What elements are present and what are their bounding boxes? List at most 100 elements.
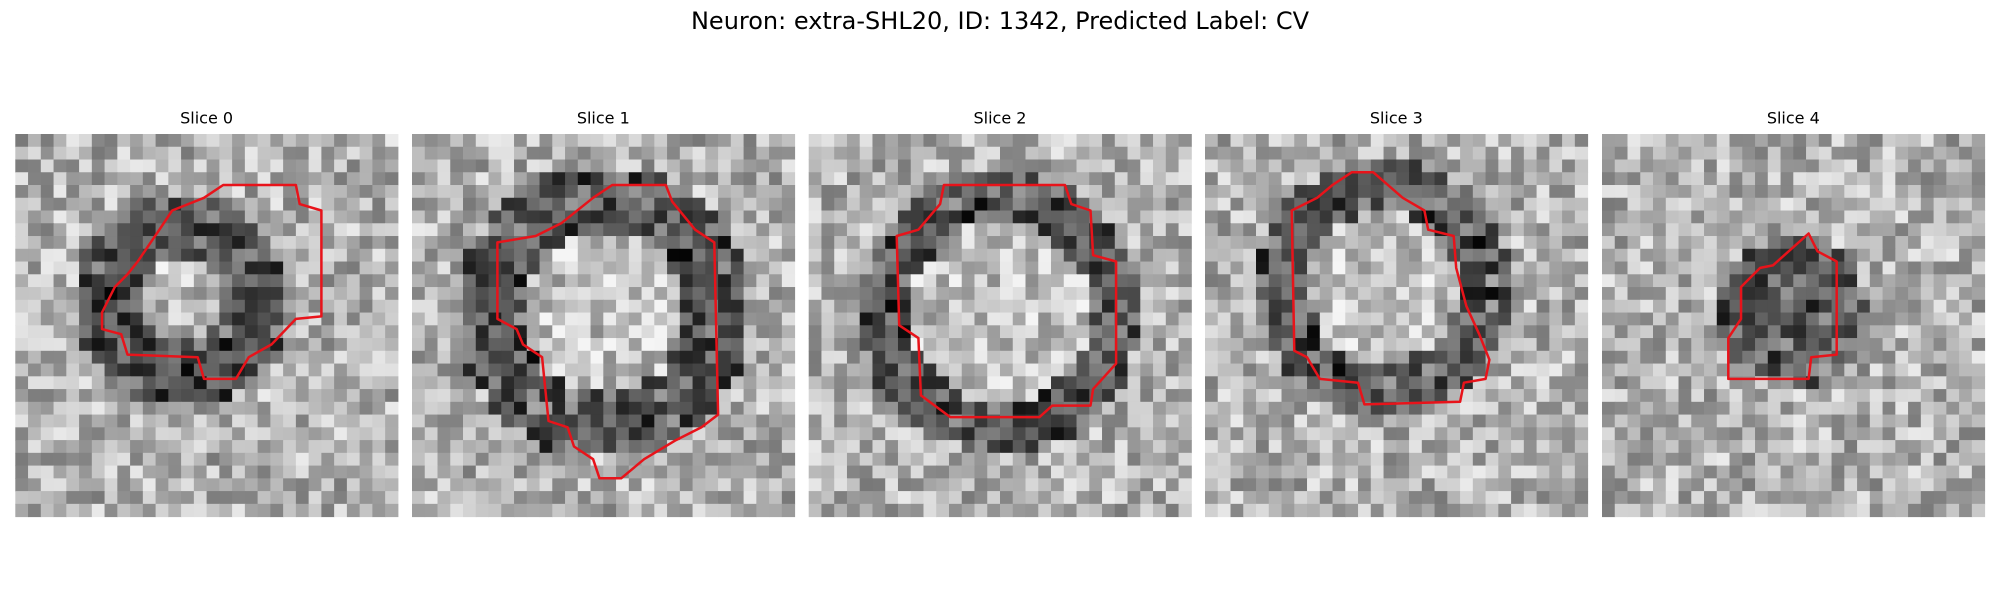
pixel bbox=[1205, 197, 1219, 212]
pixel bbox=[885, 427, 899, 441]
pixel bbox=[948, 465, 963, 479]
pixel bbox=[987, 452, 1001, 467]
pixel bbox=[654, 350, 668, 365]
pixel bbox=[1895, 172, 1909, 186]
pixel bbox=[590, 363, 604, 377]
pixel bbox=[385, 478, 399, 492]
pixel bbox=[1882, 172, 1896, 186]
pixel bbox=[1755, 287, 1769, 301]
pixel bbox=[1908, 159, 1922, 173]
pixel bbox=[1971, 236, 1986, 250]
pixel bbox=[846, 274, 861, 288]
pixel bbox=[987, 223, 1001, 237]
pixel bbox=[1307, 261, 1321, 275]
pixel bbox=[1614, 274, 1628, 288]
pixel bbox=[168, 401, 182, 416]
pixel bbox=[193, 287, 208, 301]
pixel bbox=[1665, 427, 1680, 441]
pixel bbox=[1153, 465, 1167, 479]
pixel bbox=[1268, 287, 1283, 301]
pixel bbox=[1102, 376, 1116, 390]
pixel bbox=[1256, 452, 1270, 467]
pixel bbox=[168, 172, 182, 186]
pixel bbox=[1971, 134, 1986, 148]
pixel bbox=[1806, 261, 1820, 275]
pixel bbox=[1076, 287, 1090, 301]
pixel bbox=[910, 452, 924, 467]
pixel bbox=[1000, 210, 1014, 224]
pixel bbox=[437, 172, 451, 186]
pixel bbox=[1434, 376, 1448, 390]
pixel bbox=[1063, 299, 1078, 314]
pixel bbox=[1498, 363, 1512, 377]
pixel bbox=[1716, 452, 1731, 467]
pixel bbox=[1831, 299, 1845, 314]
pixel bbox=[295, 134, 310, 148]
pixel bbox=[1511, 134, 1525, 148]
pixel bbox=[1421, 376, 1436, 390]
pixel bbox=[1869, 223, 1884, 237]
pixel bbox=[885, 414, 899, 428]
pixel bbox=[1140, 261, 1154, 275]
pixel bbox=[1307, 159, 1321, 173]
pixel bbox=[821, 503, 835, 518]
pixel bbox=[244, 503, 259, 518]
pixel bbox=[1755, 159, 1769, 173]
pixel bbox=[781, 414, 796, 428]
pixel bbox=[1000, 248, 1014, 263]
pixel bbox=[412, 312, 426, 326]
pixel bbox=[1971, 363, 1986, 377]
pixel bbox=[91, 363, 106, 377]
pixel bbox=[28, 325, 42, 339]
pixel bbox=[346, 376, 361, 390]
pixel bbox=[1178, 414, 1192, 428]
pixel bbox=[565, 261, 579, 275]
pixel bbox=[1409, 338, 1423, 352]
pixel bbox=[1076, 312, 1090, 326]
pixel bbox=[1946, 401, 1960, 416]
pixel bbox=[1000, 465, 1014, 479]
pixel bbox=[372, 452, 386, 467]
pixel bbox=[501, 274, 515, 288]
pixel bbox=[808, 172, 822, 186]
pixel bbox=[244, 134, 259, 148]
pixel bbox=[1908, 325, 1922, 339]
pixel bbox=[155, 350, 169, 365]
pixel bbox=[1678, 325, 1692, 339]
pixel bbox=[1434, 134, 1448, 148]
pixel bbox=[53, 452, 67, 467]
pixel bbox=[168, 274, 182, 288]
pixel bbox=[1536, 401, 1550, 416]
pixel bbox=[1653, 248, 1667, 263]
pixel bbox=[79, 185, 93, 199]
pixel bbox=[1217, 223, 1231, 237]
pixel bbox=[91, 440, 106, 454]
pixel bbox=[1447, 414, 1461, 428]
pixel bbox=[1281, 401, 1295, 416]
pixel bbox=[142, 440, 157, 454]
pixel bbox=[769, 376, 783, 390]
pixel bbox=[1447, 465, 1461, 479]
pixel bbox=[603, 414, 617, 428]
pixel bbox=[1653, 287, 1667, 301]
pixel bbox=[1205, 478, 1219, 492]
pixel bbox=[142, 172, 157, 186]
pixel bbox=[1549, 223, 1563, 237]
pixel bbox=[948, 134, 963, 148]
pixel bbox=[1818, 376, 1833, 390]
pixel bbox=[372, 236, 386, 250]
pixel bbox=[1908, 401, 1922, 416]
pixel bbox=[1165, 134, 1180, 148]
pixel bbox=[1704, 491, 1718, 505]
pixel bbox=[270, 325, 284, 339]
pixel bbox=[1933, 325, 1947, 339]
pixel bbox=[308, 491, 322, 505]
pixel bbox=[1755, 312, 1769, 326]
pixel bbox=[1549, 414, 1563, 428]
pixel bbox=[654, 465, 668, 479]
pixel bbox=[808, 414, 822, 428]
pixel bbox=[1920, 159, 1935, 173]
pixel bbox=[936, 159, 950, 173]
pixel bbox=[104, 491, 118, 505]
pixel bbox=[1038, 172, 1052, 186]
